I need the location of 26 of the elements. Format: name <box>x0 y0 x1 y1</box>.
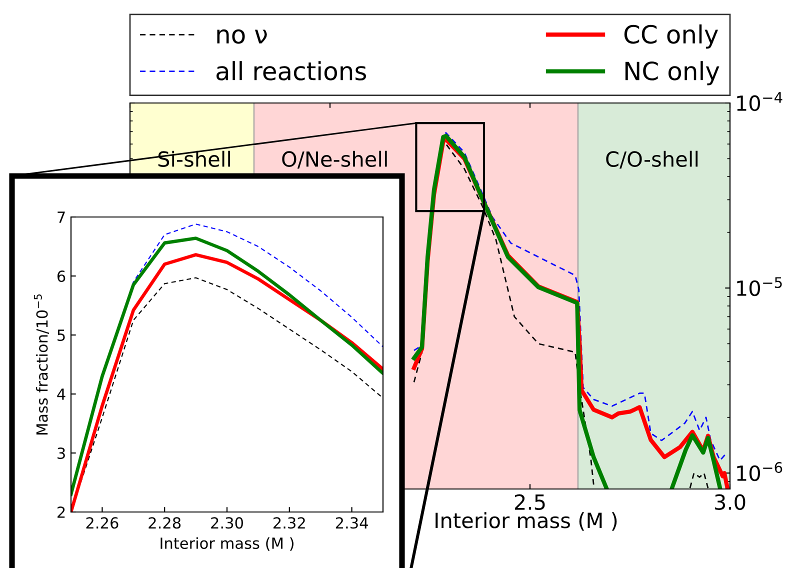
x-tick-label: 2.34 <box>336 517 368 529</box>
y-tick-label: 10$^{−6}$ <box>737 462 782 482</box>
band-label: Si-shell <box>158 150 230 167</box>
y-tick-label: 10$^{−4}$ <box>737 92 782 112</box>
x-tick-label: 2.26 <box>86 517 118 529</box>
x-tick-label: 2.32 <box>274 517 305 529</box>
band-label: O/Ne-shell <box>282 150 387 169</box>
x-tick-label: 3.0 <box>715 494 746 510</box>
x-axis-title: Interior mass (M ) <box>436 512 617 531</box>
legend-label: NC only <box>625 61 720 86</box>
x-tick-label: 2.28 <box>148 517 181 529</box>
y-tick-label: 6 <box>57 270 66 282</box>
x-tick-label: 2.5 <box>514 494 545 510</box>
x-tick-label: 2.30 <box>211 517 243 529</box>
band-label: C/O-shell <box>606 150 698 169</box>
y-tick-label: 3 <box>58 447 65 460</box>
y-tick-label: 5 <box>58 330 65 342</box>
legend-label: all reactions <box>216 61 366 80</box>
legend-label: no ν <box>217 29 267 44</box>
legend-label: CC only <box>624 24 718 49</box>
y-tick-label: 4 <box>57 388 66 400</box>
x-axis-title: Interior mass (M ) <box>160 537 294 551</box>
y-tick-label: 2 <box>58 506 65 518</box>
y-tick-label: 10$^{−5}$ <box>737 277 782 296</box>
y-tick-label: 7 <box>58 212 65 223</box>
y-axis-title: Mass fraction/10$^{−5}$ <box>34 294 49 434</box>
